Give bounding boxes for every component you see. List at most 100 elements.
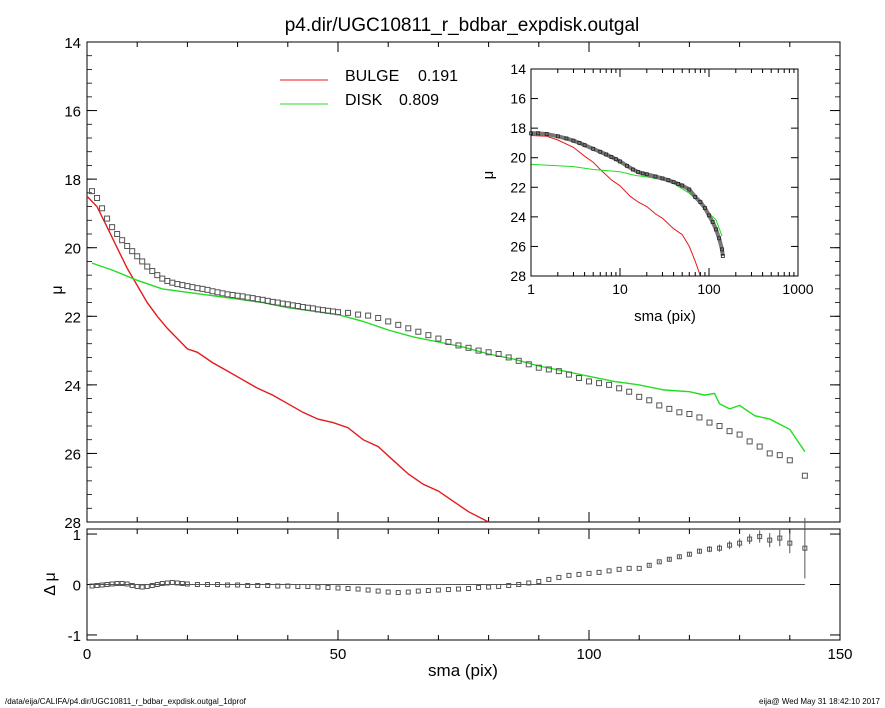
residual-x-ticks: 0 50 100 150 (83, 529, 853, 663)
inset-data-point (555, 134, 560, 139)
legend-disk-label: DISK (345, 92, 383, 109)
residual-data-point (536, 578, 542, 584)
main-data-point (365, 312, 372, 319)
inset-data-point (676, 181, 681, 186)
inset-y-tick-label: 14 (510, 61, 526, 77)
inset-data-point (660, 176, 665, 181)
residual-data-point (184, 581, 190, 587)
residual-data-point (265, 583, 271, 589)
inset-x-tick-label: 10 (612, 281, 628, 297)
main-y-tick-label: 20 (64, 241, 81, 258)
inset-data-point (609, 155, 614, 159)
main-y-ticks: 14 16 18 20 22 24 26 28 (64, 35, 840, 532)
inset-panel-background (531, 69, 798, 276)
footer-file-path: /data/eija/CALIFA/p4.dir/UGC10811_r_bdba… (5, 697, 247, 706)
inset-x-tick-label: 100 (697, 281, 721, 297)
main-data-point (189, 284, 196, 291)
main-data-point (565, 371, 572, 378)
residual-data-point (686, 551, 692, 557)
residual-data-point (159, 580, 165, 586)
main-data-point (244, 294, 251, 301)
residual-y-tick-label: -1 (68, 628, 81, 645)
inset-panel-frame (530, 68, 799, 277)
inset-data-point (707, 213, 711, 218)
main-data-point (696, 414, 703, 421)
residual-data-point (566, 572, 572, 578)
main-data-point (666, 405, 673, 412)
residual-data-point (89, 583, 95, 589)
residual-data-point (802, 545, 808, 551)
residual-data-point (666, 556, 672, 562)
main-data-point (801, 472, 808, 479)
main-data-point (385, 318, 392, 325)
inset-data-point (717, 236, 722, 241)
inset-data-point (714, 227, 718, 232)
residual-data-point (215, 582, 221, 587)
main-y-tick-label: 14 (64, 35, 81, 52)
residual-data-point (606, 568, 612, 574)
inset-data-point (644, 172, 649, 177)
residual-data-point (596, 569, 602, 575)
main-data-point (104, 215, 111, 222)
main-data-point (465, 344, 472, 351)
inset-data-point (591, 146, 596, 151)
inset-series (529, 131, 725, 277)
main-data-point (375, 315, 382, 321)
main-data-point (545, 366, 552, 373)
main-data-point (304, 304, 311, 311)
main-data-point (706, 419, 713, 426)
inset-y-axis-label: μ (480, 171, 497, 180)
residual-data-point (375, 588, 381, 594)
residual-data-point (747, 536, 753, 542)
residual-data-point (696, 548, 702, 554)
inset-series-line-bulge (530, 135, 701, 277)
main-data-point (455, 342, 462, 349)
main-data-point (686, 411, 693, 417)
residual-data-point (179, 580, 185, 586)
main-data-point (169, 279, 176, 286)
main-title: p4.dir/UGC10811_r_bdbar_expdisk.outgal (285, 15, 640, 36)
inset-panel: 14 16 18 20 22 24 26 28 1 10 100 1000 sma (pix) μ (480, 61, 814, 325)
main-y-tick-label: 28 (64, 515, 81, 532)
main-data-point (124, 243, 131, 249)
inset-data-point (604, 152, 609, 157)
residual-data-point (104, 582, 110, 587)
residual-data-point (787, 540, 793, 546)
inset-data-point (671, 180, 676, 185)
residual-data-point (636, 565, 642, 571)
main-data-point (736, 431, 743, 438)
main-data-point (445, 339, 452, 345)
main-series (86, 188, 808, 523)
main-data-point (254, 296, 261, 303)
inset-data-point (640, 171, 645, 176)
residual-x-tick-label: 50 (330, 646, 347, 663)
inset-y-tick-label: 24 (510, 209, 526, 225)
residual-data-point (445, 587, 451, 593)
residual-data-point (124, 581, 130, 587)
inset-y-tick-label: 20 (510, 150, 526, 166)
main-data-point (535, 364, 542, 371)
main-data-point (129, 248, 136, 255)
residual-data-point (586, 570, 592, 576)
main-data-point (194, 285, 201, 292)
residual-data-point (727, 542, 733, 548)
main-data-point (274, 299, 281, 306)
main-data-point (99, 205, 106, 212)
main-data-point (676, 409, 683, 416)
residual-data-point (676, 554, 682, 560)
main-data-point (279, 300, 286, 307)
main-data-point (164, 277, 171, 284)
main-data-point (345, 309, 352, 316)
inset-data-point (536, 131, 540, 136)
main-data-point (144, 263, 151, 270)
main-data-point (726, 428, 733, 435)
main-data-point (219, 290, 226, 297)
residual-data-point (99, 582, 105, 588)
legend-bulge-value: 0.191 (418, 68, 458, 85)
main-data-point (405, 325, 412, 332)
inset-data-band (531, 131, 725, 257)
residual-panel: -101 0 50 100 150 Δ μ sma (pix) (42, 517, 853, 680)
inset-data-point (625, 163, 629, 168)
residual-data-point (225, 582, 231, 588)
